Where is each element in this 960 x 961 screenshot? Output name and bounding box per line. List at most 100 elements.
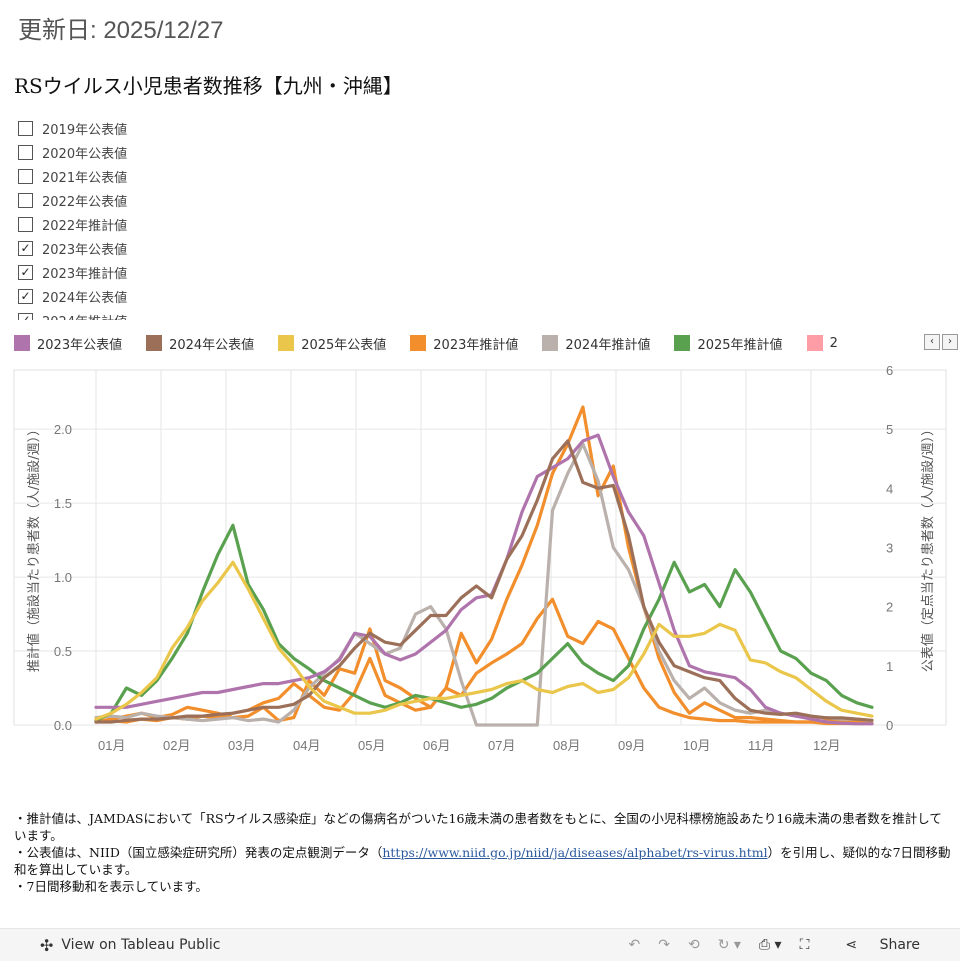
tableau-toolbar: ✣ View on Tableau Public ↶ ↷ ⟲ ↻ ▾ ⎙ ▾ ⛶… [0, 928, 960, 961]
filter-checkbox[interactable]: ✓ [18, 240, 33, 256]
x-tick-label: 05月 [358, 738, 385, 753]
series-line [94, 433, 874, 726]
share-icon: ⋖ [845, 937, 858, 953]
tableau-logo-icon: ✣ [40, 935, 54, 955]
filter-item[interactable]: 2020年公表値 [18, 140, 318, 164]
legend-nav: ‹ › [922, 334, 958, 350]
legend-label: 2023年公表値 [37, 337, 123, 353]
x-tick-label: 10月 [683, 738, 710, 753]
y-right-tick-label: 6 [886, 363, 893, 378]
y-left-tick-label: 1.5 [54, 496, 72, 511]
filter-label: 2022年推計値 [42, 218, 128, 234]
legend-swatch [146, 335, 163, 351]
x-tick-label: 09月 [618, 738, 645, 753]
legend-label: 2023年推計値 [433, 337, 519, 353]
filter-checkbox[interactable]: ✓ [18, 264, 33, 280]
toolbar-actions: ↶ ↷ ⟲ ↻ ▾ ⎙ ▾ ⛶ ⋖ Share [610, 937, 920, 953]
filter-checkbox[interactable]: ✓ [18, 288, 33, 304]
filter-checkbox[interactable] [18, 144, 33, 160]
download-icon[interactable]: ⎙ ▾ [758, 937, 782, 953]
y-right-tick-label: 0 [886, 718, 893, 733]
view-on-tableau-label: View on Tableau Public [61, 937, 221, 953]
legend-item[interactable]: 2023年公表値 [14, 332, 122, 354]
filter-label: 2020年公表値 [42, 146, 128, 162]
revert-icon[interactable]: ⟲ [687, 937, 700, 953]
refresh-icon[interactable]: ↻ ▾ [717, 937, 741, 953]
y-right-axis-title: 公表値（定点当たり患者数（人/施設/週）） [920, 423, 936, 672]
x-tick-label: 07月 [488, 738, 515, 753]
filter-label: 2023年推計値 [42, 266, 128, 282]
legend-item[interactable]: 2024年推計値 [542, 332, 650, 354]
undo-icon[interactable]: ↶ [628, 937, 641, 953]
x-tick-label: 12月 [813, 738, 840, 753]
y-left-tick-label: 1.0 [54, 570, 72, 585]
redo-icon[interactable]: ↷ [658, 937, 670, 953]
filter-item[interactable]: 2022年公表値 [18, 188, 318, 212]
legend-swatch [542, 335, 559, 351]
filter-label: 2022年公表値 [42, 194, 128, 210]
filter-item[interactable]: 2022年推計値 [18, 212, 318, 236]
legend-swatch [410, 335, 427, 351]
legend: 2023年公表値 2024年公表値 2025年公表値 2023年推計値 2024年推計値… [14, 332, 946, 354]
legend-swatch [806, 335, 823, 351]
legend-item[interactable]: 2023年推計値 [410, 332, 518, 354]
filter-item[interactable]: 2019年公表値 [18, 116, 318, 140]
legend-swatch [278, 335, 295, 351]
y-left-tick-label: 0.0 [54, 718, 72, 733]
chevron-left-icon[interactable]: ‹ [924, 334, 940, 350]
note-published: ・公表値は、NIID（国立感染症研究所）発表の定点観測データ（https://w… [14, 844, 954, 878]
chart-title: RSウイルス小児患者数推移【九州・沖縄】 [14, 74, 403, 98]
filter-item[interactable]: ✓ 2023年公表値 [18, 236, 318, 260]
niid-link[interactable]: https://www.niid.go.jp/niid/ja/diseases/… [382, 845, 768, 860]
chevron-right-icon[interactable]: › [942, 334, 958, 350]
x-tick-label: 11月 [748, 738, 775, 753]
legend-label: 2024年公表値 [169, 337, 255, 353]
y-right-tick-label: 1 [886, 659, 893, 674]
filter-label: 2019年公表値 [42, 122, 128, 138]
y-left-axis-title: 推計値（施設当たり患者数（人/施設/週）） [26, 423, 42, 672]
note-moving-sum: ・7日間移動和を表示しています。 [14, 879, 208, 894]
y-right-tick-label: 4 [886, 481, 893, 496]
legend-label: 2024年推計値 [565, 337, 651, 353]
series-line [94, 560, 874, 721]
y-right-tick-label: 2 [886, 600, 893, 615]
series-line [94, 523, 874, 723]
share-label: Share [879, 937, 920, 953]
legend-swatch [674, 335, 691, 351]
line-chart: 0.0 0.5 1.0 1.5 2.0 0 1 2 3 4 5 6 01月 02月 03月 04月 05月 06月… [13, 363, 947, 753]
filter-checkbox[interactable] [18, 120, 33, 136]
filter-item[interactable]: ✓ 2024年公表値 [18, 284, 318, 308]
x-tick-label: 04月 [293, 738, 320, 753]
legend-swatch [14, 335, 30, 351]
legend-label: 2 [829, 335, 838, 351]
filter-label: 2023年公表値 [42, 242, 128, 258]
legend-item[interactable]: 2025年推計値 [674, 332, 783, 354]
x-tick-label: 06月 [423, 738, 450, 753]
x-tick-label: 02月 [163, 738, 190, 753]
filter-checkbox[interactable] [18, 192, 33, 208]
filter-label: 2024年推計値 [42, 311, 127, 321]
x-tick-label: 03月 [228, 738, 255, 753]
legend-label: 2025年推計値 [697, 337, 783, 353]
series-line [94, 442, 874, 727]
series-line [94, 439, 874, 724]
filter-label: 2021年公表値 [42, 170, 128, 186]
y-right-tick-label: 3 [886, 541, 893, 556]
filter-checkbox[interactable] [18, 216, 33, 232]
filter-item[interactable]: ✓ 2024年推計値 [18, 308, 318, 320]
filter-checkbox[interactable] [18, 168, 33, 184]
filter-item[interactable]: ✓ 2023年推計値 [18, 260, 318, 284]
filter-checkbox[interactable]: ✓ [18, 312, 33, 320]
view-on-tableau-button[interactable]: ✣ View on Tableau Public [40, 936, 221, 955]
legend-item[interactable]: 2025年公表値 [278, 332, 386, 354]
fullscreen-icon[interactable]: ⛶ [799, 937, 810, 953]
legend-item[interactable]: 2024年公表値 [146, 332, 254, 354]
filter-label: 2024年公表値 [42, 290, 128, 306]
note-estimate: ・推計値は、JAMDASにおいて「RSウイルス感染症」などの傷病名がついた16歳… [14, 811, 942, 843]
filter-item[interactable]: 2021年公表値 [18, 164, 318, 188]
legend-label: 2025年公表値 [301, 337, 387, 353]
x-tick-label: 01月 [98, 738, 125, 753]
share-button[interactable]: ⋖ Share [827, 937, 920, 953]
legend-item[interactable]: 2 [806, 332, 838, 354]
updated-date: 更新日: 2025/12/27 [18, 17, 224, 44]
